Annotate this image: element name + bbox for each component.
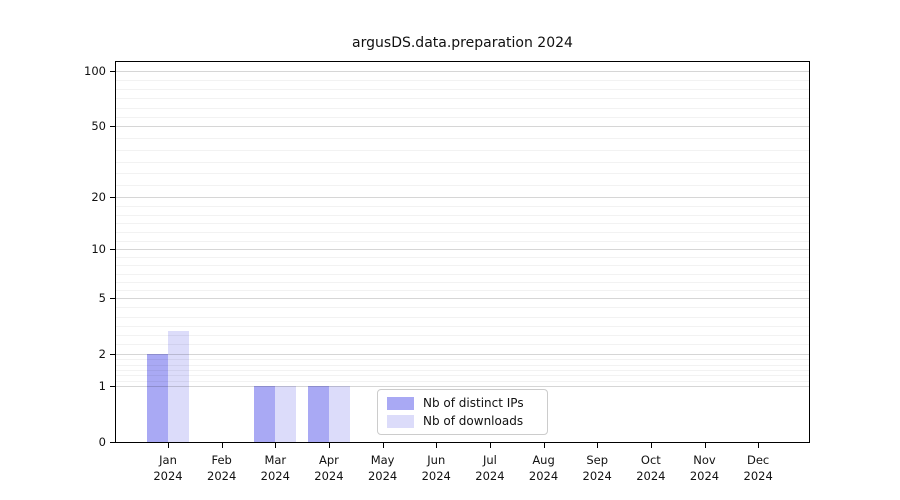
x-tick-nov [704,443,706,448]
gridline-minor [116,380,809,382]
legend-swatch-distinct-ips-icon [387,396,414,410]
y-tick-label-1: 1 [98,379,106,394]
gridline-1 [116,386,809,388]
gridline-10 [116,249,809,251]
gridline-minor [116,107,809,109]
x-tick-may [382,443,384,448]
plot-area: 0 1 2 5 10 20 50 100 Jan 2024 Feb 2024 Mar 2024 Apr 202… [84,61,810,483]
legend-swatch-downloads-icon [387,414,414,428]
gridline-minor [116,316,809,318]
x-tick-label-may: May 2024 [367,453,398,483]
x-tick-jan [168,443,170,448]
bar-downloads-mar [275,386,297,442]
gridline-minor [116,116,809,118]
gridline-2 [116,353,809,355]
gridline-minor [116,223,809,225]
y-tick-label-10: 10 [91,242,106,257]
x-tick-jun [436,443,438,448]
grid-layer [116,62,809,442]
y-tick-50 [110,125,115,128]
bars-layer [116,62,809,442]
y-tick-label-5: 5 [98,290,106,305]
x-tick-label-aug: Aug 2024 [528,453,559,483]
x-tick-oct [650,443,653,448]
x-tick-label-dec: Dec 2024 [743,453,773,483]
gridline-minor [116,335,809,337]
x-tick-label-jul: Jul 2024 [475,453,505,483]
x-tick-label-jan: Jan 2024 [153,453,183,483]
y-tick-1 [110,386,115,388]
x-tick-label-jun: Jun 2024 [421,453,451,483]
gridline-minor [116,257,809,259]
y-tick-10 [110,249,115,251]
axis-ticks-layer: 0 1 2 5 10 20 50 100 Jan 2024 Feb 2024 Mar 2024 Apr 202… [84,62,809,483]
gridline-50 [116,125,809,127]
gridline-minor [116,240,809,242]
y-tick-2 [110,353,115,355]
x-tick-mar [275,443,277,448]
gridline-5 [116,297,809,299]
gridline-minor [116,161,809,163]
gridline-minor [116,185,809,187]
gridline-minor [116,265,809,267]
x-tick-jul [489,443,492,448]
gridline-minor [116,205,809,207]
y-tick-label-100: 100 [84,64,106,78]
x-tick-label-oct: Oct 2024 [636,453,666,483]
gridline-minor [116,364,809,366]
y-tick-label-20: 20 [91,190,106,205]
bar-distinct-ips-apr [307,386,329,442]
x-tick-label-apr: Apr 2024 [314,453,344,483]
gridline-minor [116,281,809,283]
x-tick-sep [597,443,599,448]
gridline-minor [116,369,809,371]
bar-distinct-ips-jan [147,353,168,442]
gridline-minor [116,307,809,309]
gridline-minor [116,375,809,377]
legend-label-distinct-ips: Nb of distinct IPs [423,396,524,410]
legend-item-downloads: Nb of downloads [387,414,539,428]
y-tick-0 [110,442,115,444]
gridline-minor [116,214,809,216]
y-tick-label-2: 2 [98,346,106,361]
gridline-minor [116,231,809,233]
gridline-minor [116,149,809,151]
gridline-minor [116,98,809,100]
gridline-minor [116,273,809,275]
y-tick-label-0: 0 [98,435,106,449]
bar-downloads-jan [168,330,189,442]
gridline-minor [116,137,809,139]
gridline-minor [116,89,809,91]
gridline-minor [116,359,809,361]
gridline-minor [116,173,809,175]
legend: Nb of distinct IPs Nb of downloads [377,389,548,435]
legend-item-distinct-ips: Nb of distinct IPs [387,396,539,410]
x-tick-feb [221,443,223,448]
gridline-20 [116,197,809,199]
y-tick-label-50: 50 [91,118,106,133]
y-tick-20 [110,197,115,199]
bar-downloads-apr [328,386,350,442]
x-tick-label-sep: Sep 2024 [582,453,612,483]
gridline-minor [116,344,809,346]
gridline-100 [116,71,809,72]
bar-distinct-ips-mar [254,386,276,442]
x-tick-apr [328,443,331,448]
x-tick-dec [758,443,760,448]
x-tick-label-mar: Mar 2024 [260,453,290,483]
gridline-minor [116,325,809,327]
x-tick-label-feb: Feb 2024 [207,453,237,483]
chart-title: argusDS.data.preparation 2024 [352,35,573,51]
legend-label-downloads: Nb of downloads [423,414,524,428]
x-tick-label-nov: Nov 2024 [689,453,720,483]
gridline-minor [116,80,809,82]
gridline-minor [116,289,809,291]
y-tick-5 [110,297,115,300]
y-tick-100 [110,71,115,73]
x-tick-aug [543,443,545,448]
